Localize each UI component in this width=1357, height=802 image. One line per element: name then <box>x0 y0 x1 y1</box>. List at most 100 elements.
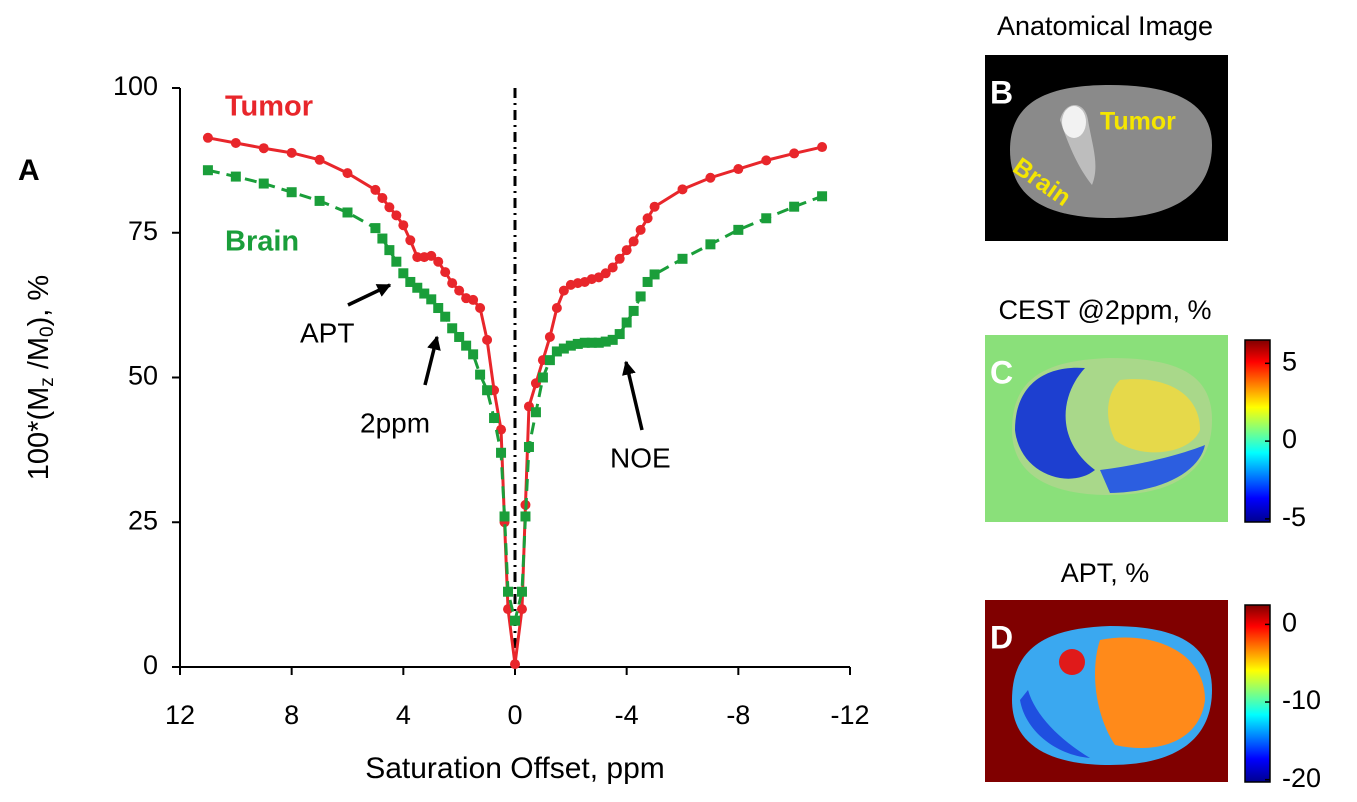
x-tick-label: 12 <box>165 700 195 730</box>
data-point <box>510 659 520 670</box>
y-tick-label: 25 <box>128 505 158 535</box>
panel-title: CEST @2ppm, % <box>999 295 1212 325</box>
tumor-core <box>1059 649 1085 675</box>
data-point <box>705 172 716 183</box>
data-point <box>565 340 576 351</box>
arrow-noe <box>622 360 644 431</box>
panel-title: APT, % <box>1061 558 1150 588</box>
y-axis-label-part: ), % <box>23 275 55 327</box>
data-point <box>230 171 241 182</box>
data-point <box>482 334 493 345</box>
data-point <box>426 294 437 305</box>
x-tick-label: -12 <box>830 700 869 730</box>
data-point <box>523 441 534 452</box>
data-point <box>384 245 395 256</box>
data-point <box>733 224 744 235</box>
y-axis-label-part: 100*(M <box>23 387 55 481</box>
data-point <box>461 340 472 351</box>
colorbar-tick-label: -10 <box>1282 685 1321 715</box>
panel-label: C <box>990 354 1013 390</box>
y-axis-label-subscript: 0 <box>37 326 58 337</box>
data-point <box>817 191 828 202</box>
data-point <box>440 267 451 278</box>
data-point <box>503 586 514 597</box>
y-axis-label-part: /M <box>23 337 55 377</box>
low-region <box>1015 367 1095 479</box>
data-point <box>342 168 353 179</box>
data-point <box>202 132 213 143</box>
colorbar <box>1244 604 1271 783</box>
data-point <box>510 615 520 626</box>
arrows <box>347 283 644 431</box>
data-point <box>558 343 569 354</box>
data-point <box>384 202 395 213</box>
panel-label: B <box>990 74 1013 110</box>
data-point <box>621 245 632 256</box>
panel-label: D <box>990 619 1013 655</box>
arrow-2ppm <box>423 335 441 386</box>
data-point <box>621 317 632 328</box>
data-point <box>202 165 213 176</box>
data-point <box>412 282 423 293</box>
data-point <box>572 338 583 349</box>
data-point <box>314 154 325 165</box>
data-point <box>391 210 402 221</box>
data-point <box>537 372 548 383</box>
panel-title: Anatomical Image <box>997 11 1213 41</box>
cest-map <box>985 335 1228 522</box>
colorbar <box>1244 339 1271 523</box>
data-point <box>454 331 465 342</box>
data-point <box>496 424 507 435</box>
colorbar-tick-label: -5 <box>1282 502 1306 532</box>
data-point <box>419 288 430 299</box>
apt-map <box>985 600 1228 782</box>
data-point <box>475 369 486 380</box>
high-region <box>1108 379 1200 453</box>
data-point <box>370 184 381 195</box>
data-point <box>230 138 241 149</box>
data-point <box>447 323 458 334</box>
data-point <box>551 346 562 357</box>
x-tick-label: -4 <box>615 700 639 730</box>
colorbar-tick-label: 0 <box>1282 608 1297 638</box>
y-tick-label: 100 <box>113 71 158 101</box>
data-point <box>705 239 716 250</box>
z-spectrum-chart: 0 25 50 75 100 12 8 4 0 -4 -8 -12 Saturation Offset,… <box>18 71 870 785</box>
annotation: 2ppm <box>360 407 430 438</box>
data-point <box>593 337 604 348</box>
image-annotation: Tumor <box>1100 108 1176 136</box>
x-tick-label: 8 <box>284 700 299 730</box>
data-point <box>475 303 486 314</box>
data-point <box>377 193 388 204</box>
annotation: A <box>18 154 40 187</box>
data-point <box>642 213 653 224</box>
data-point <box>426 250 437 261</box>
data-point <box>607 262 618 273</box>
x-tick-label: 4 <box>396 700 411 730</box>
x-tick-label: 0 <box>507 700 522 730</box>
data-point <box>314 195 325 206</box>
low-region <box>1020 690 1090 758</box>
data-point <box>544 355 555 366</box>
data-point <box>586 337 597 348</box>
data-point <box>551 303 562 314</box>
y-axis-label: 100*(Mz /M0), % <box>23 275 58 480</box>
colorbar-tick-label: 0 <box>1282 424 1297 454</box>
data-point <box>628 236 639 247</box>
data-point <box>496 447 507 458</box>
data-point <box>579 337 590 348</box>
data-point <box>761 155 772 166</box>
data-point <box>499 511 510 522</box>
data-point <box>405 235 416 246</box>
y-axis-label-subscript: z <box>37 377 58 387</box>
data-point <box>642 276 653 287</box>
series-label: Tumor <box>225 91 313 123</box>
data-point <box>258 143 269 154</box>
data-point <box>398 220 409 231</box>
data-point <box>342 207 353 218</box>
data-point <box>482 385 493 396</box>
data-point <box>405 276 416 287</box>
data-point <box>520 511 531 522</box>
